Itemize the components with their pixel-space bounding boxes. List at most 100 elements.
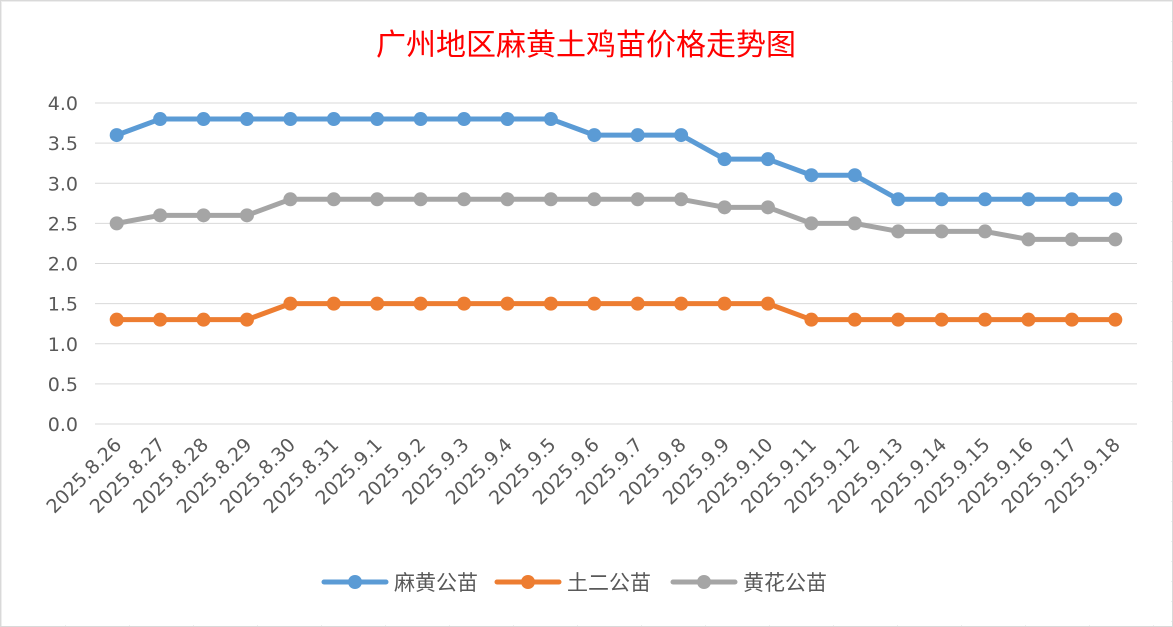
data-point — [674, 192, 689, 207]
data-point — [196, 312, 211, 327]
series-line — [114, 196, 1118, 242]
data-point — [239, 112, 254, 127]
data-point — [283, 192, 298, 207]
gridlines — [95, 102, 1137, 425]
data-point — [630, 128, 645, 143]
y-tick-label: 3.5 — [48, 133, 78, 155]
data-point — [1108, 192, 1123, 207]
data-point — [413, 112, 428, 127]
series-line — [114, 301, 1118, 323]
data-point — [760, 152, 775, 167]
data-point — [1021, 192, 1036, 207]
data-point — [934, 224, 949, 239]
series-3 — [109, 192, 1123, 247]
y-tick-label: 3.0 — [48, 173, 78, 195]
data-point — [457, 112, 472, 127]
y-tick-label: 2.5 — [48, 213, 78, 235]
data-point — [1064, 192, 1079, 207]
data-point — [717, 296, 732, 311]
data-point — [587, 128, 602, 143]
data-point — [847, 168, 862, 183]
data-point — [109, 128, 124, 143]
legend-marker — [348, 575, 362, 589]
y-tick-label: 2.0 — [48, 254, 78, 276]
data-point — [153, 312, 168, 327]
data-point — [1064, 312, 1079, 327]
data-point — [804, 168, 819, 183]
data-point — [891, 224, 906, 239]
data-point — [1021, 312, 1036, 327]
data-point — [760, 296, 775, 311]
legend-item: 土二公苗 — [494, 571, 651, 595]
data-point — [500, 192, 515, 207]
y-tick-label: 1.0 — [48, 334, 78, 356]
series-1 — [109, 112, 1123, 207]
data-point — [239, 208, 254, 223]
series-lines — [109, 112, 1123, 327]
data-point — [978, 192, 993, 207]
data-point — [370, 296, 385, 311]
data-point — [804, 216, 819, 231]
y-tick-label: 4.0 — [48, 93, 78, 115]
data-point — [587, 192, 602, 207]
data-point — [370, 192, 385, 207]
data-point — [978, 224, 993, 239]
y-tick-label: 1.5 — [48, 294, 78, 316]
data-point — [457, 296, 472, 311]
legend-label: 土二公苗 — [567, 571, 651, 595]
series-line — [114, 116, 1118, 202]
data-point — [1108, 232, 1123, 247]
data-point — [326, 296, 341, 311]
data-point — [457, 192, 472, 207]
data-point — [1064, 232, 1079, 247]
data-point — [760, 200, 775, 215]
data-point — [847, 216, 862, 231]
data-point — [630, 296, 645, 311]
data-point — [326, 192, 341, 207]
data-point — [413, 296, 428, 311]
data-point — [891, 192, 906, 207]
legend-item: 麻黄公苗 — [321, 571, 478, 595]
data-point — [543, 112, 558, 127]
data-point — [587, 296, 602, 311]
data-point — [934, 192, 949, 207]
data-point — [500, 296, 515, 311]
y-tick-label: 0.5 — [48, 374, 78, 396]
data-point — [1108, 312, 1123, 327]
data-point — [283, 296, 298, 311]
data-point — [109, 216, 124, 231]
data-point — [934, 312, 949, 327]
legend-marker — [697, 575, 711, 589]
data-point — [674, 296, 689, 311]
data-point — [804, 312, 819, 327]
data-point — [674, 128, 689, 143]
data-point — [413, 192, 428, 207]
data-point — [109, 312, 124, 327]
data-point — [153, 112, 168, 127]
data-point — [717, 200, 732, 215]
legend-label: 麻黄公苗 — [394, 571, 478, 595]
legend-item: 黄花公苗 — [670, 571, 827, 595]
data-point — [153, 208, 168, 223]
data-point — [370, 112, 385, 127]
data-point — [978, 312, 993, 327]
data-point — [196, 208, 211, 223]
data-point — [196, 112, 211, 127]
data-point — [543, 296, 558, 311]
data-point — [717, 152, 732, 167]
series-2 — [109, 296, 1123, 327]
y-axis-ticks: 0.0 0.5 1.0 1.5 2.0 2.5 3.0 3.5 4.0 — [48, 93, 78, 436]
data-point — [283, 112, 298, 127]
data-point — [239, 312, 254, 327]
data-point — [847, 312, 862, 327]
chart-title: 广州地区麻黄土鸡苗价格走势图 — [376, 28, 796, 63]
legend-marker — [521, 575, 535, 589]
y-tick-label: 0.0 — [48, 414, 78, 436]
legend: 麻黄公苗 土二公苗 黄花公苗 — [321, 571, 827, 595]
data-point — [326, 112, 341, 127]
data-point — [630, 192, 645, 207]
data-point — [500, 112, 515, 127]
legend-label: 黄花公苗 — [743, 571, 827, 595]
